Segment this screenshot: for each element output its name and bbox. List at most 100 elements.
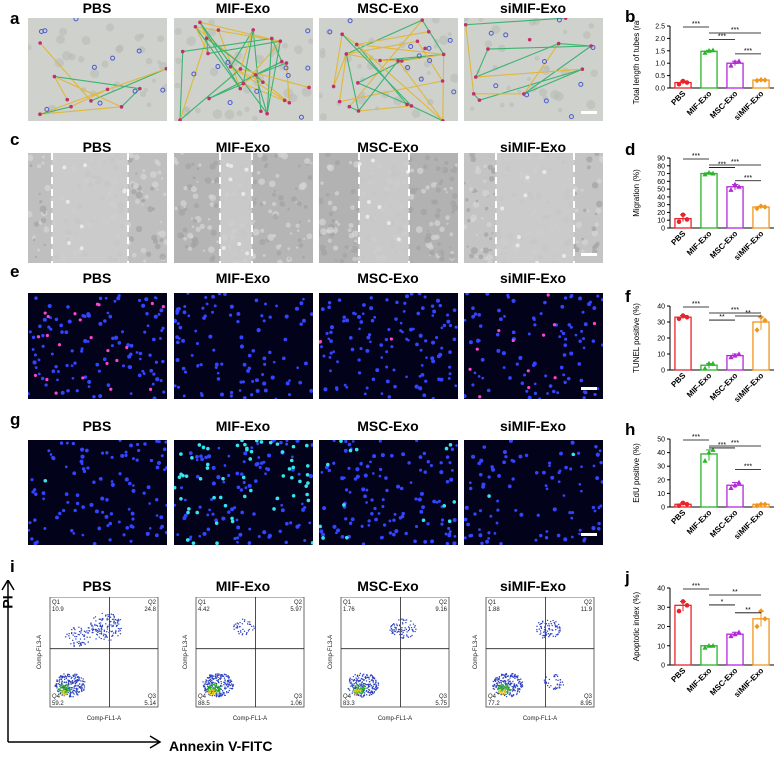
bar-msc-exo (726, 186, 744, 229)
scale-bar (581, 111, 597, 114)
y-tick-label: 2.5 (655, 24, 665, 31)
y-tick-label: 40 (657, 194, 665, 201)
column-title-pbs: PBS (82, 270, 112, 286)
svg-text:11.9: 11.9 (581, 607, 593, 613)
bar-chart-svg: Apoptotic index (%)010203040PBSMIF-ExoMS… (632, 583, 774, 699)
svg-text:Q3: Q3 (148, 694, 157, 700)
panel-letter-b: b (625, 7, 636, 26)
svg-text:Q3: Q3 (294, 694, 303, 700)
column-title-simif-exo: siMIF-Exo (499, 139, 567, 155)
panel-letter-c: c (10, 130, 20, 149)
panel-letter-e: e (10, 262, 20, 281)
significance-label: ** (745, 310, 751, 317)
flow-axes (1, 580, 162, 749)
data-point (710, 360, 716, 366)
data-point (676, 608, 682, 614)
y-tick-label: 0 (661, 663, 665, 670)
data-point (736, 629, 742, 635)
data-point (728, 354, 734, 360)
bar-pbs (674, 604, 692, 666)
column-title-simif-exo: siMIF-Exo (499, 578, 567, 594)
y-tick-label: 0.0 (655, 86, 665, 93)
y-axis-label: TUNEL positive (%) (632, 303, 641, 373)
svg-text:Q1: Q1 (52, 600, 61, 606)
tube-formation-image (174, 18, 313, 121)
svg-text:Q1: Q1 (488, 600, 497, 606)
data-point (702, 171, 708, 177)
x-tick-label: PBS (669, 229, 687, 247)
svg-text:Comp-FL1-A: Comp-FL1-A (87, 716, 121, 722)
y-tick-label: 10 (657, 352, 665, 359)
significance-label: *** (692, 301, 700, 308)
svg-text:5.97: 5.97 (290, 607, 302, 613)
y-tick-label: 20 (657, 210, 665, 217)
data-point (762, 77, 768, 83)
y-tick-label: 0 (661, 505, 665, 512)
svg-text:5.75: 5.75 (435, 701, 447, 707)
bar-chart-j: Apoptotic index (%) 0 10 20 30 40 PBS MIF-Exo MS… (630, 582, 780, 707)
data-point (754, 623, 760, 630)
svg-text:Q1: Q1 (343, 600, 352, 606)
significance-label: *** (744, 464, 752, 471)
significance-label: ** (719, 314, 725, 321)
svg-text:Q4: Q4 (198, 694, 207, 700)
svg-text:Q4: Q4 (343, 694, 352, 700)
y-tick-label: 20 (657, 624, 665, 631)
tunel-stain-image (464, 293, 603, 399)
data-point (728, 187, 734, 192)
column-title-mif-exo: MIF-Exo (215, 0, 271, 16)
bar-chart-d: Migration (%) 0 10 20 30 40 50 60 70 80 90 PBS MIF-E… (630, 152, 780, 270)
data-point (676, 503, 682, 508)
x-tick-label: PBS (669, 508, 687, 526)
column-title-mif-exo: MIF-Exo (215, 139, 271, 155)
data-point (736, 58, 742, 64)
data-point (736, 183, 742, 189)
flow-cytometry-plot: Q1 4.42 Q2 5.97 Q3 1.06 Q4 88.5 Comp-FL3-A Comp-F… (180, 597, 308, 722)
y-tick-label: 20 (657, 477, 665, 484)
data-point (762, 204, 768, 210)
data-point (702, 644, 708, 650)
significance-label: ** (745, 607, 751, 614)
svg-text:1.76: 1.76 (343, 607, 355, 613)
tunel-stain-image (28, 293, 167, 399)
column-title-simif-exo: siMIF-Exo (499, 418, 567, 434)
data-point (728, 485, 734, 490)
bar-chart-svg: TUNEL positive (%) 010203040PBSMIF-ExoMSC… (632, 301, 774, 404)
y-tick-label: 10 (657, 491, 665, 498)
y-tick-label: 80 (657, 163, 665, 170)
svg-text:Q2: Q2 (294, 600, 303, 606)
significance-label: *** (731, 27, 739, 34)
column-title-mif-exo: MIF-Exo (215, 578, 271, 594)
significance-label: *** (718, 442, 726, 449)
y-axis-label: EdU positive (%) (632, 443, 641, 503)
bar-chart-svg: EdU positive (%)01020304050PBSMIF-ExoMSC… (632, 434, 774, 541)
data-point (736, 479, 742, 485)
y-axis-label: Apoptotic index (%) (632, 591, 641, 661)
panel-letter-j: j (625, 568, 630, 587)
data-point (754, 77, 760, 84)
svg-text:Q2: Q2 (584, 600, 593, 606)
column-title-simif-exo: siMIF-Exo (499, 0, 567, 16)
y-tick-label: 60 (657, 179, 665, 186)
flow-cytometry-plot: Q1 1.76 Q2 9.16 Q3 5.75 Q4 83.3 Comp-FL3-A Comp-F… (325, 597, 453, 722)
svg-text:24.8: 24.8 (144, 607, 156, 613)
data-point (710, 447, 716, 452)
data-point (736, 351, 742, 356)
significance-label: *** (718, 162, 726, 169)
tunel-stain-image (319, 293, 458, 399)
scratch-wound-image (28, 153, 167, 263)
column-title-msc-exo: MSC-Exo (357, 270, 419, 286)
panel-letter-i: i (10, 557, 15, 576)
svg-text:Comp-FL3-A: Comp-FL3-A (328, 635, 334, 669)
data-point (710, 170, 716, 176)
significance-label: *** (744, 48, 752, 55)
data-point (702, 457, 708, 463)
svg-text:Q4: Q4 (52, 694, 61, 700)
data-point (762, 616, 768, 622)
column-title-pbs: PBS (82, 418, 112, 434)
svg-text:8.95: 8.95 (580, 701, 592, 707)
svg-text:1.06: 1.06 (290, 701, 302, 707)
y-tick-label: 0.5 (655, 73, 665, 80)
data-point (676, 316, 682, 322)
data-point (754, 205, 760, 212)
